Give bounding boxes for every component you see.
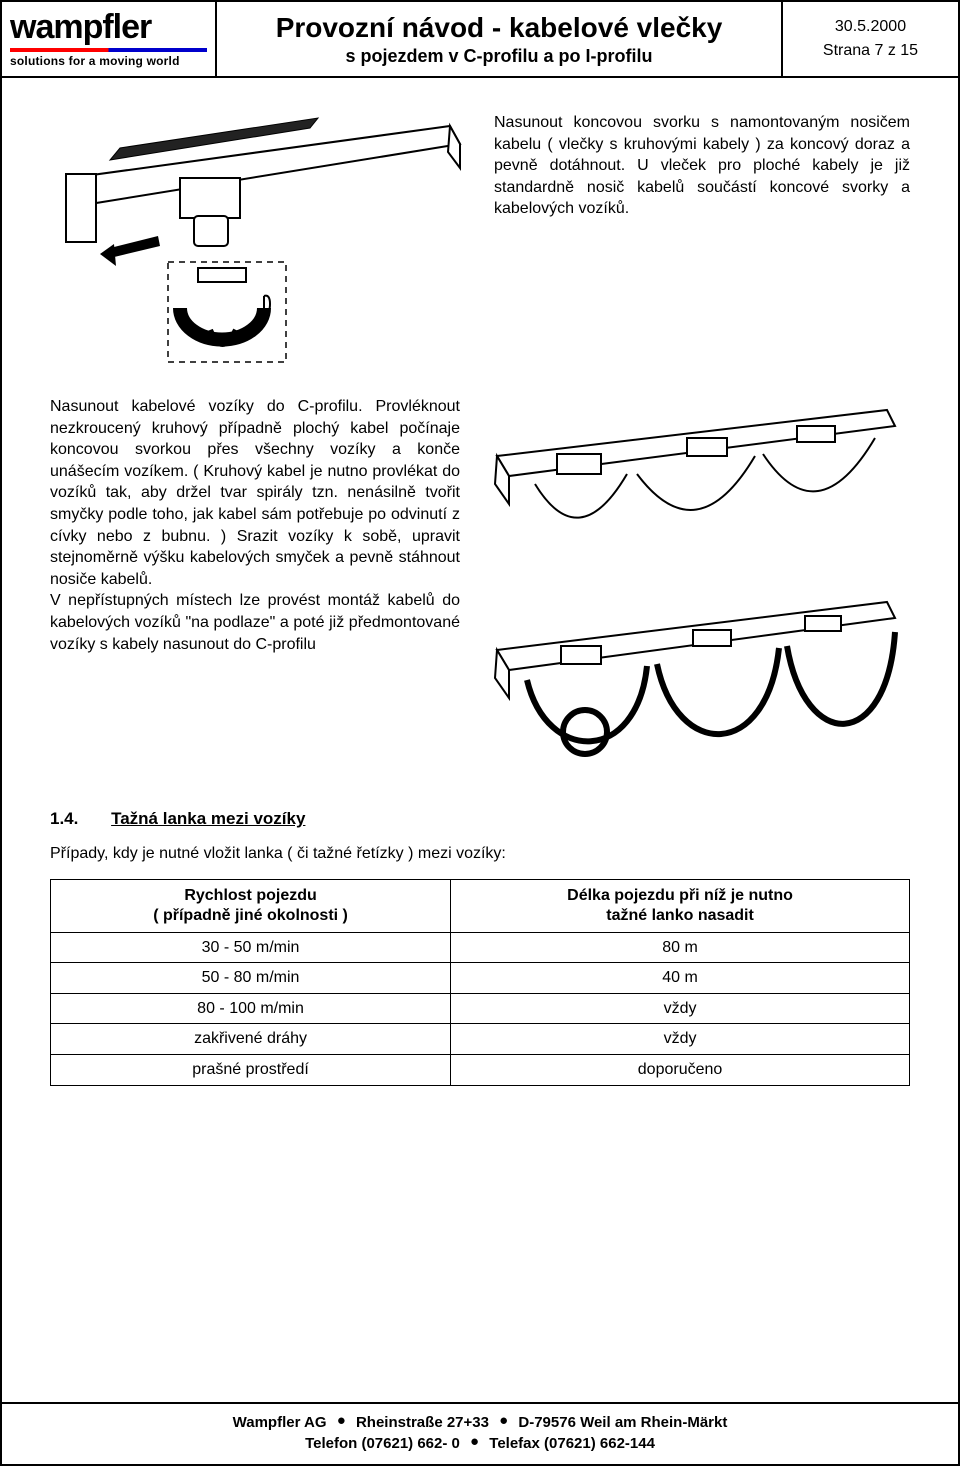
footer-part: D-79576 Weil am Rhein-Märkt	[518, 1414, 727, 1431]
footer-part: Wampfler AG	[233, 1414, 327, 1431]
meta-cell: 30.5.2000 Strana 7 z 15	[783, 2, 958, 76]
col1-line2: ( případně jiné okolnosti )	[153, 907, 348, 924]
cell: vždy	[451, 1024, 910, 1055]
footer-part: Telefax (07621) 662-144	[489, 1435, 655, 1452]
col-header-1: Rychlost pojezdu ( případně jiné okolnos…	[51, 879, 451, 932]
figure-3	[484, 584, 910, 774]
cell: 80 m	[451, 932, 910, 963]
block-1: Nasunout koncovou svorku s namontovaným …	[50, 108, 910, 368]
content-area: Nasunout koncovou svorku s namontovaným …	[2, 78, 958, 1402]
doc-date: 30.5.2000	[791, 18, 950, 36]
footer: Wampfler AG ● Rheinstraße 27+33 ● D-7957…	[2, 1402, 958, 1464]
logo-cell: wampfler solutions for a moving world	[2, 2, 217, 76]
doc-subtitle: s pojezdem v C-profilu a po I-profilu	[225, 46, 773, 67]
section-title: Tažná lanka mezi vozíky	[111, 809, 305, 828]
speed-table: Rychlost pojezdu ( případně jiné okolnos…	[50, 879, 910, 1086]
cell: vždy	[451, 993, 910, 1024]
footer-line-1: Wampfler AG ● Rheinstraße 27+33 ● D-7957…	[12, 1412, 948, 1433]
document-page: wampfler solutions for a moving world Pr…	[0, 0, 960, 1466]
footer-line-2: Telefon (07621) 662- 0 ● Telefax (07621)…	[12, 1433, 948, 1454]
cell: zakřivené dráhy	[51, 1024, 451, 1055]
figures-right	[484, 396, 910, 774]
title-cell: Provozní návod - kabelové vlečky s pojez…	[217, 2, 783, 76]
paragraph-2-wrap: Nasunout kabelové vozíky do C-profilu. P…	[50, 396, 460, 774]
logo-tagline: solutions for a moving world	[10, 54, 207, 68]
figure-1	[50, 108, 470, 368]
paragraph-3: V nepřístupných místech lze provést mont…	[50, 592, 460, 652]
cell: 40 m	[451, 963, 910, 994]
table-row: 80 - 100 m/min vždy	[51, 993, 910, 1024]
cell: 30 - 50 m/min	[51, 932, 451, 963]
bullet-icon: ●	[337, 1412, 346, 1429]
cell: 80 - 100 m/min	[51, 993, 451, 1024]
doc-page: Strana 7 z 15	[791, 42, 950, 60]
section-heading: 1.4. Tažná lanka mezi vozíky	[50, 808, 910, 831]
footer-part: Rheinstraße 27+33	[356, 1414, 489, 1431]
cell: doporučeno	[451, 1054, 910, 1085]
col1-line1: Rychlost pojezdu	[184, 887, 316, 904]
logo-name: wampfler	[10, 10, 207, 44]
header: wampfler solutions for a moving world Pr…	[2, 2, 958, 78]
col2-line1: Délka pojezdu při níž je nutno	[567, 887, 793, 904]
logo-bar	[10, 48, 207, 52]
bullet-icon: ●	[499, 1412, 508, 1429]
cell: 50 - 80 m/min	[51, 963, 451, 994]
footer-part: Telefon (07621) 662- 0	[305, 1435, 460, 1452]
table-body: 30 - 50 m/min 80 m 50 - 80 m/min 40 m 80…	[51, 932, 910, 1085]
doc-title: Provozní návod - kabelové vlečky	[225, 12, 773, 44]
table-row: 30 - 50 m/min 80 m	[51, 932, 910, 963]
col-header-2: Délka pojezdu při níž je nutno tažné lan…	[451, 879, 910, 932]
table-row: 50 - 80 m/min 40 m	[51, 963, 910, 994]
figure-2	[484, 396, 910, 566]
section-number: 1.4.	[50, 808, 78, 831]
paragraph-2: Nasunout kabelové vozíky do C-profilu. P…	[50, 398, 460, 588]
col2-line2: tažné lanko nasadit	[606, 907, 754, 924]
bullet-icon: ●	[470, 1433, 479, 1450]
cell: prašné prostředí	[51, 1054, 451, 1085]
block-2: Nasunout kabelové vozíky do C-profilu. P…	[50, 396, 910, 774]
section-intro: Případy, kdy je nutné vložit lanka ( či …	[50, 843, 910, 865]
paragraph-1: Nasunout koncovou svorku s namontovaným …	[494, 108, 910, 368]
table-row: zakřivené dráhy vždy	[51, 1024, 910, 1055]
table-row: prašné prostředí doporučeno	[51, 1054, 910, 1085]
